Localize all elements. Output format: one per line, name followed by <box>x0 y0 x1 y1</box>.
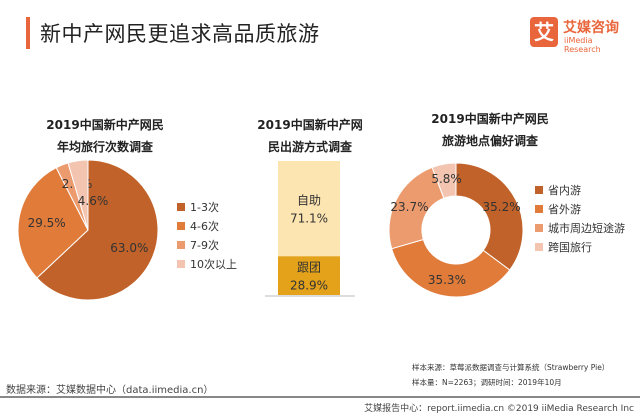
chart3-data-label-2: 23.7% <box>390 200 428 214</box>
legend-item: 跨国旅行 <box>535 237 625 256</box>
legend-swatch <box>535 185 543 194</box>
footer-report: 艾媒报告中心：report.iimedia.cn ©2019 iiMedia R… <box>364 404 634 414</box>
legend-swatch <box>177 202 185 211</box>
legend-item: 城市周边短途游 <box>535 218 625 237</box>
chart1-slice-1 <box>17 166 89 279</box>
chart1-data-label-3: 4.6% <box>78 194 109 208</box>
legend-label: 4-6次 <box>190 219 219 233</box>
legend-item: 省外游 <box>535 199 625 218</box>
legend-swatch <box>177 221 185 230</box>
chart1-title-line2: 年均旅行次数调查 <box>56 140 153 154</box>
chart3-slice-3 <box>431 162 457 199</box>
bar-segment-0 <box>278 161 340 257</box>
legend-item: 10次以上 <box>177 254 237 273</box>
chart3-data-label-0: 35.2% <box>483 200 521 214</box>
legend-label: 1-3次 <box>190 200 219 214</box>
chart3-title-line2: 旅游地点偏好调查 <box>441 134 538 148</box>
legend-label: 省内游 <box>548 183 581 197</box>
chart1-slice-0 <box>36 159 159 301</box>
legend-item: 1-3次 <box>177 197 237 216</box>
chart3-data-label-1: 35.3% <box>428 273 466 287</box>
chart3-title-line1: 2019中国新中产网民 <box>431 112 549 126</box>
bar-category-label-0: 自助 <box>297 194 321 208</box>
legend-swatch <box>535 223 543 232</box>
chart1-data-label-1: 29.5% <box>28 216 66 230</box>
bar-segment-1 <box>278 256 340 295</box>
chart2-title-line1: 2019中国新中产网 <box>257 118 363 132</box>
footer-divider <box>0 396 640 398</box>
chart3-title: 2019中国新中产网民 旅游地点偏好调查 <box>415 108 565 152</box>
chart3-data-label-3: 5.8% <box>431 172 462 186</box>
legend-swatch <box>535 242 543 251</box>
legend-item: 省内游 <box>535 180 625 199</box>
chart1-title-line1: 2019中国新中产网民 <box>46 118 164 132</box>
data-source: 数据来源：艾媒数据中心（data.iimedia.cn） <box>6 385 214 396</box>
bar-data-label-0: 71.1% <box>290 212 328 226</box>
legend-label: 省外游 <box>548 202 581 216</box>
chart1-slice-3 <box>67 159 89 231</box>
legend-item: 4-6次 <box>177 216 237 235</box>
legend-label: 7-9次 <box>190 238 219 252</box>
legend-label: 10次以上 <box>190 257 237 271</box>
legend-label: 跨国旅行 <box>548 240 592 254</box>
logo-icon: 艾 <box>530 17 558 47</box>
legend-label: 城市周边短途游 <box>548 221 625 235</box>
legend-swatch <box>177 259 185 268</box>
page-title: 新中产网民更追求高品质旅游 <box>40 22 320 46</box>
logo-en-text: iiMedia Research <box>564 36 601 54</box>
title-accent-bar <box>26 17 30 49</box>
logo-cn-text: 艾媒咨询 <box>563 20 619 36</box>
iimedia-logo: 艾 艾媒咨询 iiMedia Research <box>530 17 630 54</box>
chart1-legend: 1-3次 4-6次 7-9次 10次以上 <box>177 197 237 273</box>
sample-source-note: 样本来源：草莓派数据调查与计算系统（Strawberry Pie） <box>412 363 610 372</box>
chart3-slice-1 <box>391 238 511 298</box>
chart2-title-line2: 民出游方式调查 <box>267 140 352 154</box>
bar-data-label-1: 28.9% <box>290 279 328 293</box>
legend-swatch <box>177 240 185 249</box>
bar-category-label-1: 跟团 <box>297 261 321 275</box>
legend-swatch <box>535 204 543 213</box>
chart2-title: 2019中国新中产网 民出游方式调查 <box>240 114 380 158</box>
chart3-legend: 省内游省外游城市周边短途游 跨国旅行 <box>535 180 625 256</box>
legend-item: 7-9次 <box>177 235 237 254</box>
chart1-data-label-0: 63.0% <box>110 241 148 255</box>
sample-size-note: 样本量：N=2263；调研时间：2019年10月 <box>412 378 562 387</box>
chart3-slice-0 <box>455 162 524 271</box>
chart1-title: 2019中国新中产网民 年均旅行次数调查 <box>30 114 180 158</box>
